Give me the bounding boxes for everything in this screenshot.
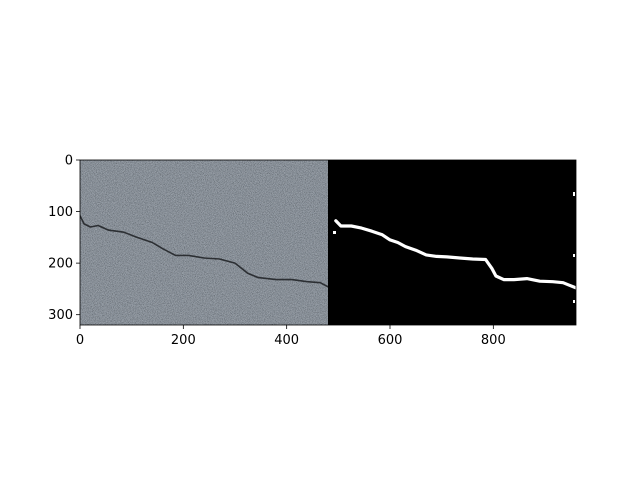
- x-tick-label: 600: [378, 333, 403, 348]
- mask-speck: [573, 254, 575, 257]
- x-tick-label: 400: [274, 333, 299, 348]
- mask-speck: [333, 231, 336, 234]
- y-tick-label: 200: [48, 257, 73, 272]
- x-axis: 0 200 400 600 800: [76, 325, 506, 348]
- y-tick-label: 0: [65, 154, 73, 169]
- asphalt-photo-panel: [80, 160, 328, 325]
- mask-speck: [573, 192, 575, 196]
- y-axis: 0 100 200 300: [48, 154, 80, 323]
- y-tick-label: 300: [48, 308, 73, 323]
- mask-crack-segment: [334, 219, 578, 290]
- x-tick-label: 200: [171, 333, 196, 348]
- crack-line: [80, 214, 328, 288]
- axes-frame: [79, 159, 577, 326]
- mask-speck: [573, 300, 575, 303]
- x-tick-label: 0: [76, 333, 84, 348]
- mask-background: [328, 160, 576, 325]
- crack-mask-panel: [328, 160, 578, 325]
- asphalt-light-texture: [80, 160, 328, 325]
- x-tick-label: 800: [481, 333, 506, 348]
- y-tick-label: 100: [48, 205, 73, 220]
